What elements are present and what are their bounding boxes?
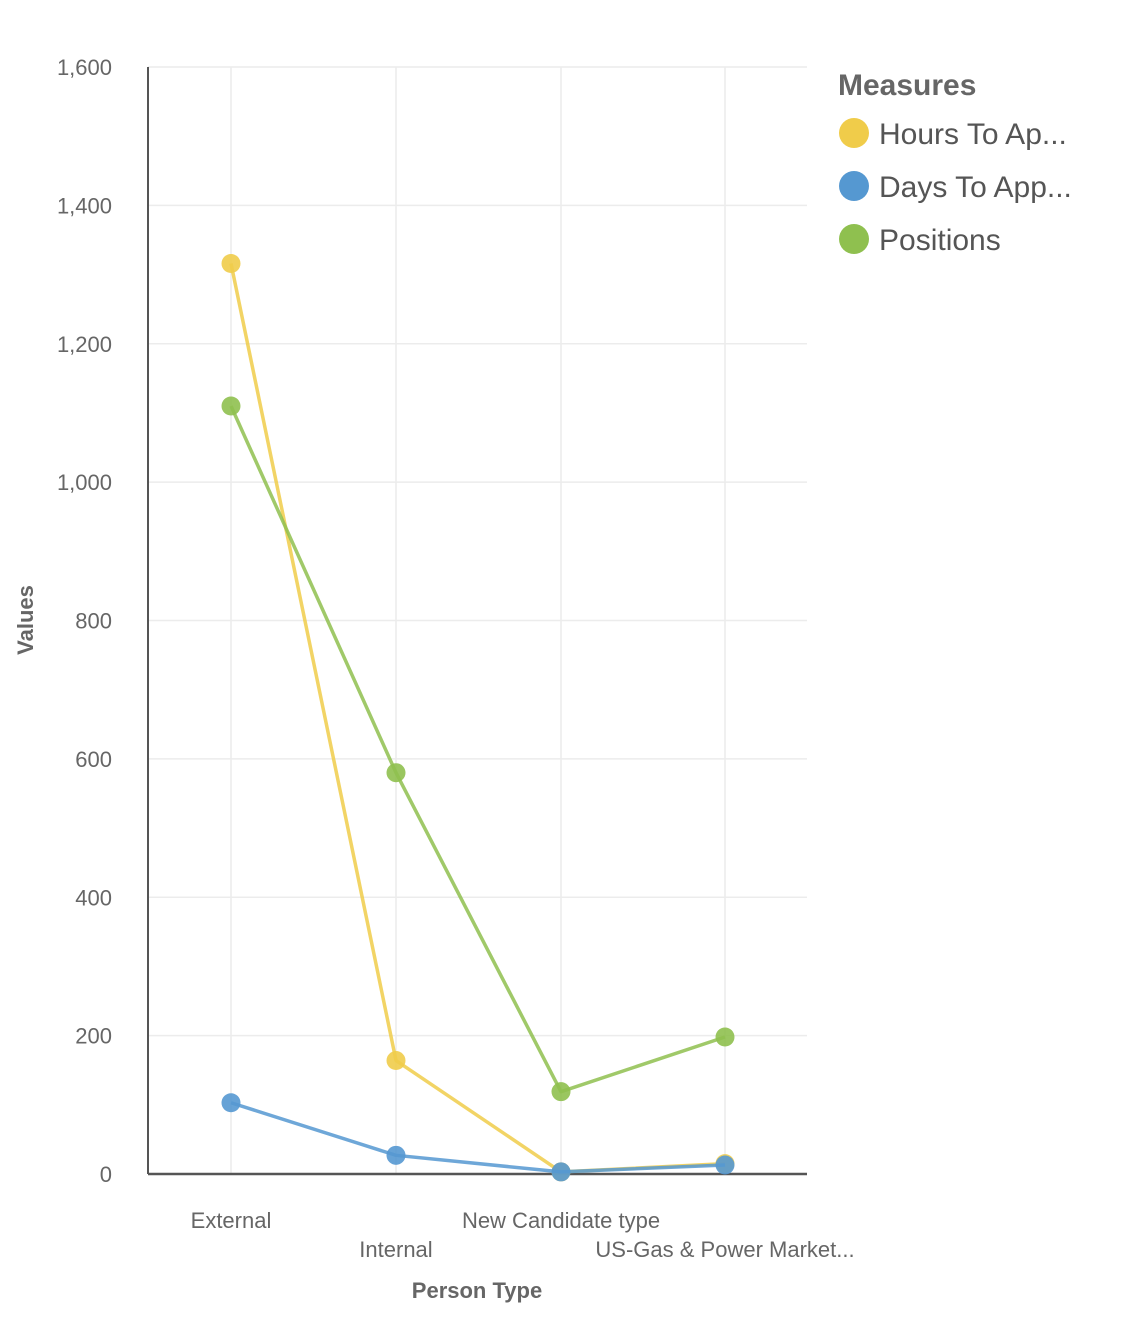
legend-swatch [839,118,869,148]
data-point[interactable] [221,1093,241,1113]
x-axis-title: Person Type [412,1278,542,1303]
y-tick-label: 1,400 [57,193,112,218]
y-tick-label: 1,600 [57,55,112,80]
series [221,253,735,1182]
series-group [221,396,735,1102]
data-point[interactable] [386,1145,406,1165]
y-tick-label: 1,200 [57,332,112,357]
legend-swatch [839,171,869,201]
legend-label: Days To App... [879,171,1072,204]
data-point[interactable] [221,253,241,273]
legend-label: Hours To Ap... [879,118,1067,151]
y-axis-title: Values [13,585,38,655]
data-point[interactable] [386,763,406,783]
legend-title: Measures [838,69,976,102]
legend-items: Hours To Ap... Days To App... Positions [839,118,1072,257]
y-tick-label: 1,000 [57,470,112,495]
grid [148,66,807,1174]
data-point[interactable] [386,1051,406,1071]
x-tick-label: New Candidate type [462,1208,660,1233]
x-tick-label: US-Gas & Power Market... [595,1237,854,1262]
y-tick-label: 600 [75,747,112,772]
series-group [221,253,735,1182]
legend: Measures Hours To Ap... Days To App... Pos… [838,69,1072,257]
y-axis-ticks: 0 200 400 600 800 1,000 1,200 1,400 1,600 [57,55,112,1187]
axes [147,67,807,1176]
data-point[interactable] [715,1027,735,1047]
legend-swatch [839,224,869,254]
legend-item[interactable]: Days To App... [839,171,1072,204]
legend-label: Positions [879,224,1001,257]
x-tick-label: Internal [359,1237,432,1262]
x-tick-label: External [191,1208,272,1233]
x-axis-ticks: External Internal New Candidate type US-Gas… [191,1208,855,1262]
series-group [221,1093,735,1182]
legend-item[interactable]: Positions [839,224,1001,257]
data-point[interactable] [221,396,241,416]
series-line [230,1101,726,1174]
y-tick-label: 400 [75,885,112,910]
legend-item[interactable]: Hours To Ap... [839,118,1067,151]
y-tick-label: 0 [100,1162,112,1187]
y-tick-label: 200 [75,1024,112,1049]
data-point[interactable] [715,1155,735,1175]
y-tick-label: 800 [75,609,112,634]
series-line [229,405,726,1094]
data-point[interactable] [551,1082,571,1102]
data-point[interactable] [551,1162,571,1182]
